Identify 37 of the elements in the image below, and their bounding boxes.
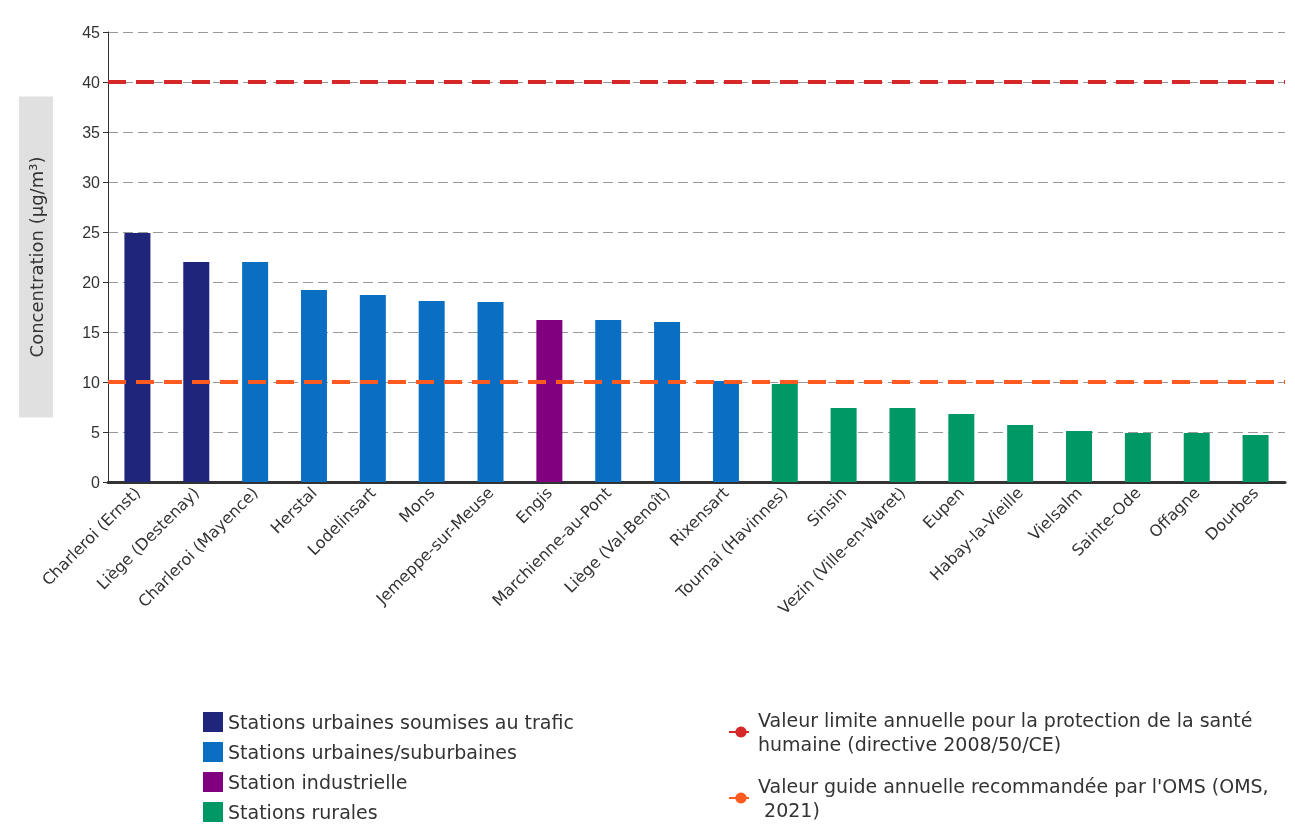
bar bbox=[242, 262, 269, 482]
legend-label: Valeur guide annuelle recommandée par l'OMS (OMS, 2021) bbox=[758, 775, 1269, 821]
y-tick-label: 35 bbox=[82, 123, 101, 141]
y-tick-label: 5 bbox=[91, 423, 101, 441]
bar bbox=[536, 320, 563, 482]
bar bbox=[1007, 425, 1034, 482]
bar bbox=[1124, 433, 1151, 482]
y-tick-label: 0 bbox=[91, 473, 101, 491]
y-tick-label: 45 bbox=[82, 23, 101, 41]
bar bbox=[712, 381, 739, 482]
y-axis-title: Concentration (µg/m³) bbox=[25, 156, 47, 358]
legend-label: Valeur limite annuelle pour la protection de la santé humaine (directive 2008/50/CE) bbox=[758, 709, 1259, 755]
y-tick-label: 30 bbox=[82, 173, 101, 191]
bar bbox=[595, 320, 622, 482]
bar bbox=[300, 290, 327, 482]
bar bbox=[1242, 435, 1269, 482]
bar bbox=[418, 301, 445, 482]
y-tick-label: 15 bbox=[82, 323, 101, 341]
bar bbox=[1183, 433, 1210, 482]
legend-label: Stations rurales bbox=[228, 801, 378, 823]
bar bbox=[183, 262, 210, 482]
bar bbox=[771, 384, 798, 482]
legend-label: Station industrielle bbox=[228, 771, 408, 793]
bar bbox=[1066, 431, 1093, 482]
legend-label: Stations urbaines/suburbaines bbox=[228, 741, 517, 763]
y-tick-label: 40 bbox=[82, 73, 101, 91]
y-tick-label: 25 bbox=[82, 223, 101, 241]
bar bbox=[124, 233, 151, 482]
y-tick-label: 20 bbox=[82, 273, 101, 291]
bar bbox=[359, 295, 386, 482]
bar bbox=[948, 414, 975, 482]
legend-label: Stations urbaines soumises au trafic bbox=[228, 711, 574, 733]
bar bbox=[654, 322, 681, 482]
y-tick-label: 10 bbox=[82, 373, 101, 391]
bar bbox=[830, 408, 857, 482]
bar bbox=[477, 302, 504, 482]
bar bbox=[889, 408, 916, 482]
